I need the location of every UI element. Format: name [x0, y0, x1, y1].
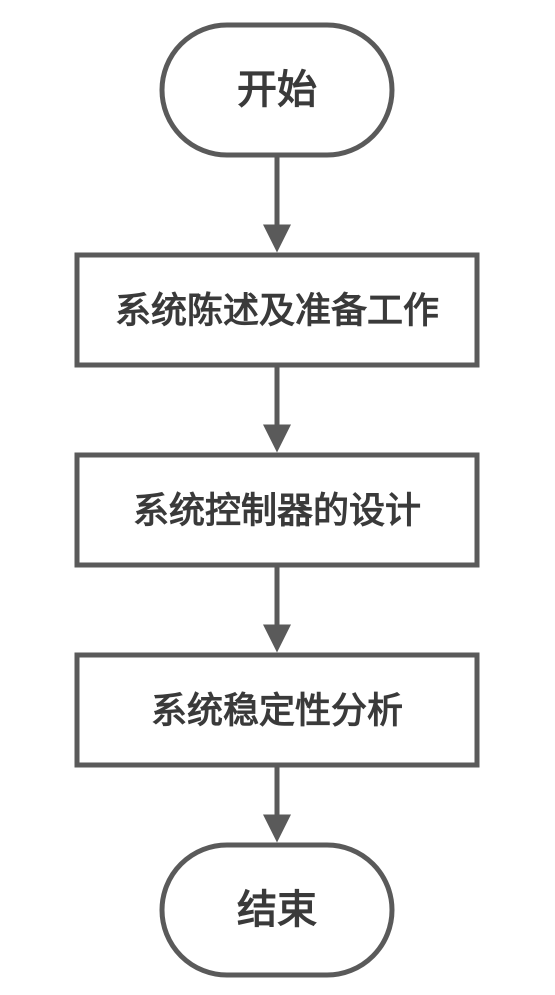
node-label-step2: 系统控制器的设计 — [133, 490, 421, 531]
arrow-step1-to-step2 — [263, 368, 291, 453]
arrow-step3-to-end — [263, 768, 291, 843]
node-step2: 系统控制器的设计 — [77, 455, 477, 565]
arrow-step2-to-step3 — [263, 568, 291, 653]
node-step3: 系统稳定性分析 — [77, 655, 477, 765]
node-step1: 系统陈述及准备工作 — [77, 255, 477, 365]
node-label-step1: 系统陈述及准备工作 — [115, 290, 439, 331]
node-end: 结束 — [162, 845, 392, 975]
node-label-end: 结束 — [237, 888, 317, 932]
arrow-start-to-step1 — [263, 158, 291, 253]
node-label-start: 开始 — [237, 68, 317, 112]
node-label-step3: 系统稳定性分析 — [151, 690, 403, 731]
node-start: 开始 — [162, 25, 392, 155]
flowchart-canvas: 开始系统陈述及准备工作系统控制器的设计系统稳定性分析结束 — [0, 0, 555, 995]
